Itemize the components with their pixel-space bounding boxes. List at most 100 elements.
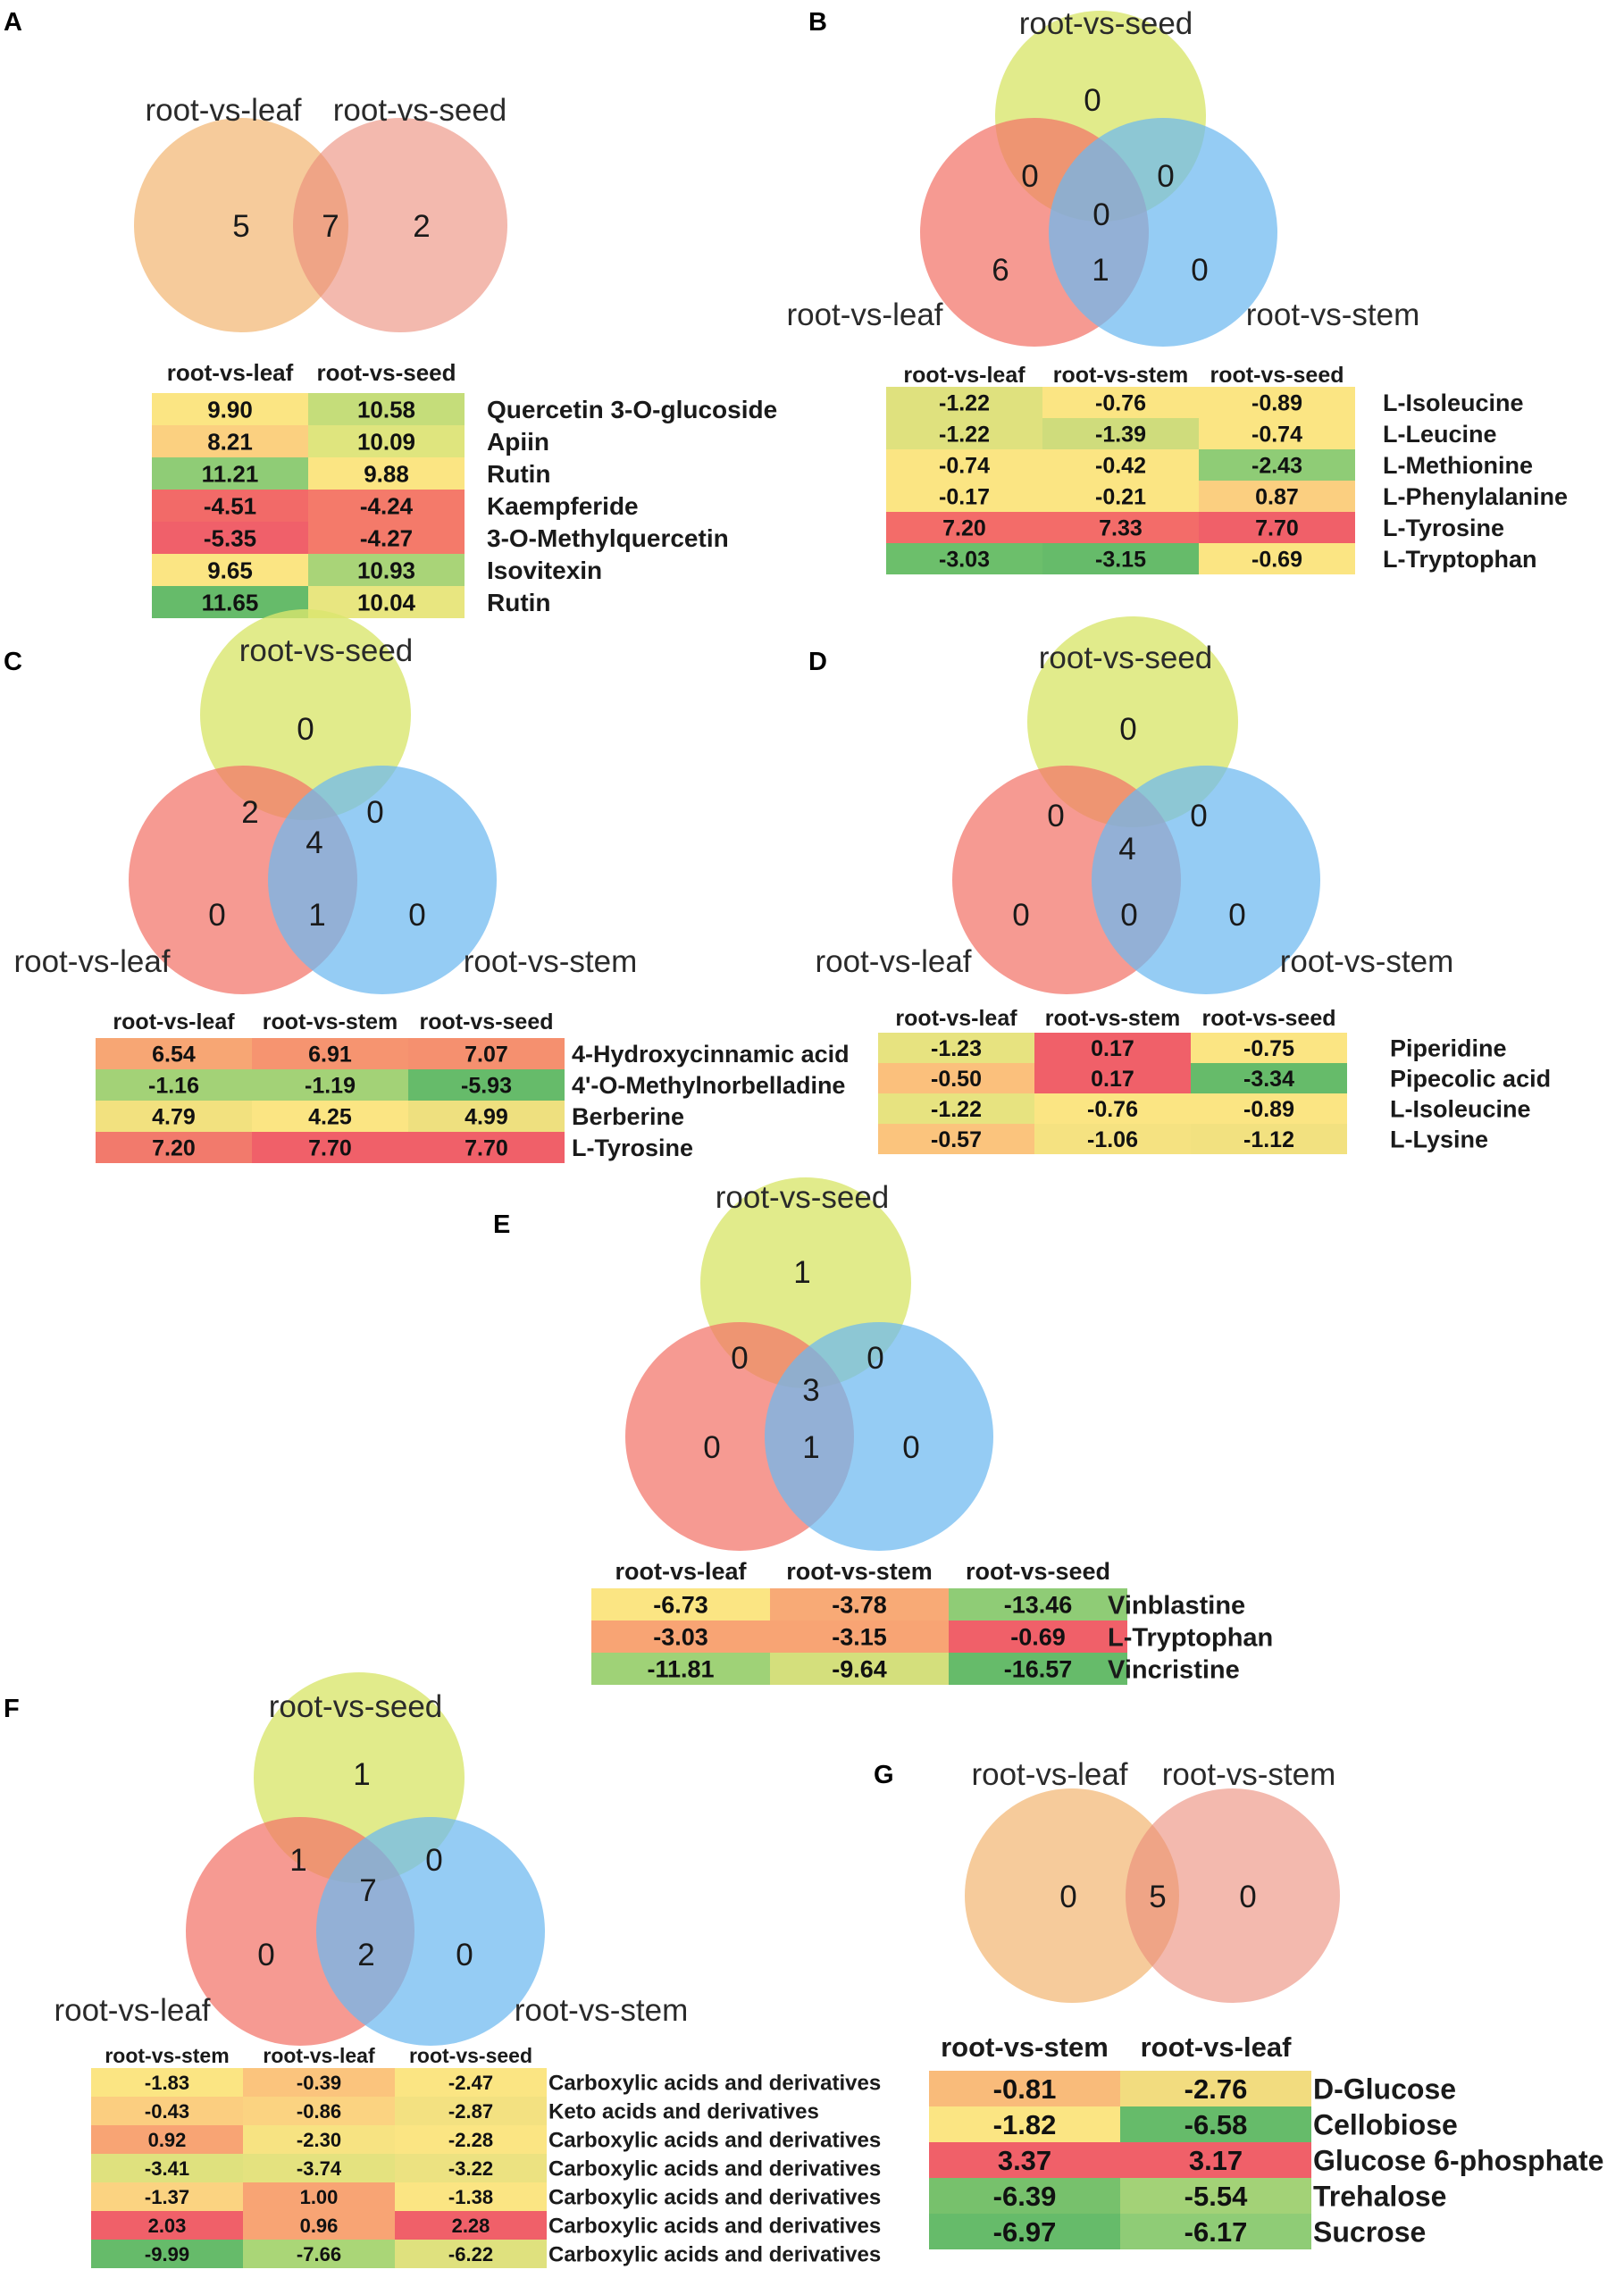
panel-g: G root-vs-leaf root-vs-stem 0 5 0 root-v… xyxy=(874,1757,1603,2249)
cell-value: -0.76 xyxy=(1095,391,1146,416)
cell-value: -6.58 xyxy=(1185,2109,1248,2140)
heatmap-cell xyxy=(91,2068,243,2097)
cell-value: -6.39 xyxy=(993,2181,1057,2212)
cell-value: 10.09 xyxy=(357,428,415,455)
heatmap-table: root-vs-stem root-vs-leaf root-vs-seed -1.8… xyxy=(91,2044,881,2268)
heatmap-table: root-vs-leaf root-vs-stem root-vs-seed -1.2… xyxy=(878,1006,1551,1154)
heatmap-cell xyxy=(1034,1033,1191,1063)
heatmap-cell xyxy=(770,1588,949,1621)
heatmap-cell xyxy=(308,425,465,457)
column-header: root-vs-stem xyxy=(105,2044,229,2067)
row-label: Carboxylic acids and derivatives xyxy=(548,2129,881,2153)
venn-count: 0 xyxy=(902,1430,919,1465)
venn-count: 0 xyxy=(1228,898,1245,933)
heatmap-cell xyxy=(96,1069,252,1101)
row-label: Cellobiose xyxy=(1313,2109,1458,2141)
row-label: Keto acids and derivatives xyxy=(548,2100,819,2124)
heatmap-cell xyxy=(243,2211,395,2240)
heatmap-cell xyxy=(243,2154,395,2182)
venn-count: 0 xyxy=(366,795,383,830)
row-label: 4'-O-Methylnorbelladine xyxy=(572,1072,845,1099)
heatmap-cell xyxy=(886,449,1042,481)
column-header: root-vs-seed xyxy=(419,1009,553,1034)
heatmap-cell xyxy=(1199,512,1355,543)
cell-value: 4.99 xyxy=(465,1105,508,1130)
heatmap-cell xyxy=(395,2154,547,2182)
venn-set-label: root-vs-seed xyxy=(269,1689,443,1724)
heatmap-cell xyxy=(1199,449,1355,481)
heatmap-cell xyxy=(878,1063,1034,1093)
heatmap-cell xyxy=(1034,1093,1191,1124)
cell-value: -2.87 xyxy=(448,2100,493,2123)
heatmap-cell xyxy=(949,1653,1127,1685)
heatmap-table: root-vs-leaf root-vs-stem root-vs-seed 6.54… xyxy=(96,1009,850,1163)
heatmap-cell xyxy=(152,554,308,586)
venn-count: 0 xyxy=(1021,159,1038,194)
cell-value: -5.93 xyxy=(461,1074,512,1099)
venn-circle xyxy=(293,118,507,332)
heatmap-cell xyxy=(408,1038,565,1069)
row-label: Pipecolic acid xyxy=(1390,1066,1551,1093)
heatmap-cell xyxy=(308,522,465,554)
cell-value: -1.39 xyxy=(1095,423,1146,448)
venn-count: 0 xyxy=(1157,159,1174,194)
venn-count: 6 xyxy=(992,253,1009,288)
cell-value: 11.65 xyxy=(202,589,259,616)
cell-value: -6.73 xyxy=(653,1592,708,1619)
heatmap-cell xyxy=(243,2182,395,2211)
panel-letter: G xyxy=(874,1761,894,1789)
heatmap-cell xyxy=(395,2240,547,2268)
cell-value: 7.07 xyxy=(465,1043,508,1068)
heatmap-cell xyxy=(1120,2071,1311,2106)
cell-value: 4.25 xyxy=(308,1105,352,1130)
heatmap-cell xyxy=(408,1069,565,1101)
venn-count: 3 xyxy=(802,1373,819,1408)
heatmap-cell xyxy=(1199,387,1355,418)
heatmap-cell xyxy=(96,1101,252,1132)
heatmap-cell xyxy=(152,522,308,554)
venn-count: 0 xyxy=(703,1430,720,1465)
venn-count: 0 xyxy=(208,898,225,933)
row-label: L-Isoleucine xyxy=(1383,389,1524,416)
venn-count: 1 xyxy=(308,898,325,933)
venn-set-label: root-vs-stem xyxy=(464,944,637,979)
venn-set-label: root-vs-leaf xyxy=(786,297,942,332)
venn-set-label: root-vs-seed xyxy=(716,1180,890,1215)
cell-value: 6.91 xyxy=(308,1043,352,1068)
cell-value: -2.43 xyxy=(1251,454,1302,479)
heatmap-cell xyxy=(91,2182,243,2211)
venn-circle xyxy=(134,118,348,332)
column-header: root-vs-leaf xyxy=(113,1009,235,1034)
cell-value: -1.06 xyxy=(1087,1127,1138,1152)
row-label: Vincristine xyxy=(1108,1655,1240,1684)
venn-set-label: root-vs-stem xyxy=(1162,1757,1335,1792)
venn-count: 1 xyxy=(289,1843,306,1878)
row-label: L-Tryptophan xyxy=(1108,1623,1273,1652)
heatmap-cell xyxy=(929,2214,1120,2249)
cell-value: -0.43 xyxy=(145,2100,189,2123)
cell-value: -2.76 xyxy=(1185,2073,1248,2105)
heatmap-cell xyxy=(591,1653,770,1685)
heatmap-cell xyxy=(878,1033,1034,1063)
cell-value: -6.22 xyxy=(448,2243,493,2265)
cell-value: -1.22 xyxy=(931,1097,982,1122)
venn-count: 2 xyxy=(357,1938,374,1972)
panel-letter: A xyxy=(4,8,22,37)
venn-count: 0 xyxy=(1084,83,1101,118)
column-header: root-vs-stem xyxy=(1053,363,1188,388)
venn-circle xyxy=(316,1817,545,2046)
venn-circle xyxy=(1092,766,1320,994)
heatmap-cell xyxy=(949,1588,1127,1621)
cell-value: -0.89 xyxy=(1243,1097,1294,1122)
heatmap-cell xyxy=(96,1038,252,1069)
heatmap-cell xyxy=(91,2097,243,2125)
heatmap-cell xyxy=(91,2211,243,2240)
row-label: Rutin xyxy=(487,589,551,616)
heatmap-cell xyxy=(252,1101,408,1132)
heatmap-cell xyxy=(91,2125,243,2154)
heatmap-cell xyxy=(252,1132,408,1163)
cell-value: 0.17 xyxy=(1091,1036,1134,1061)
venn-count: 0 xyxy=(731,1341,748,1376)
cell-value: 7.20 xyxy=(152,1136,196,1161)
row-label: Apiin xyxy=(487,428,549,456)
